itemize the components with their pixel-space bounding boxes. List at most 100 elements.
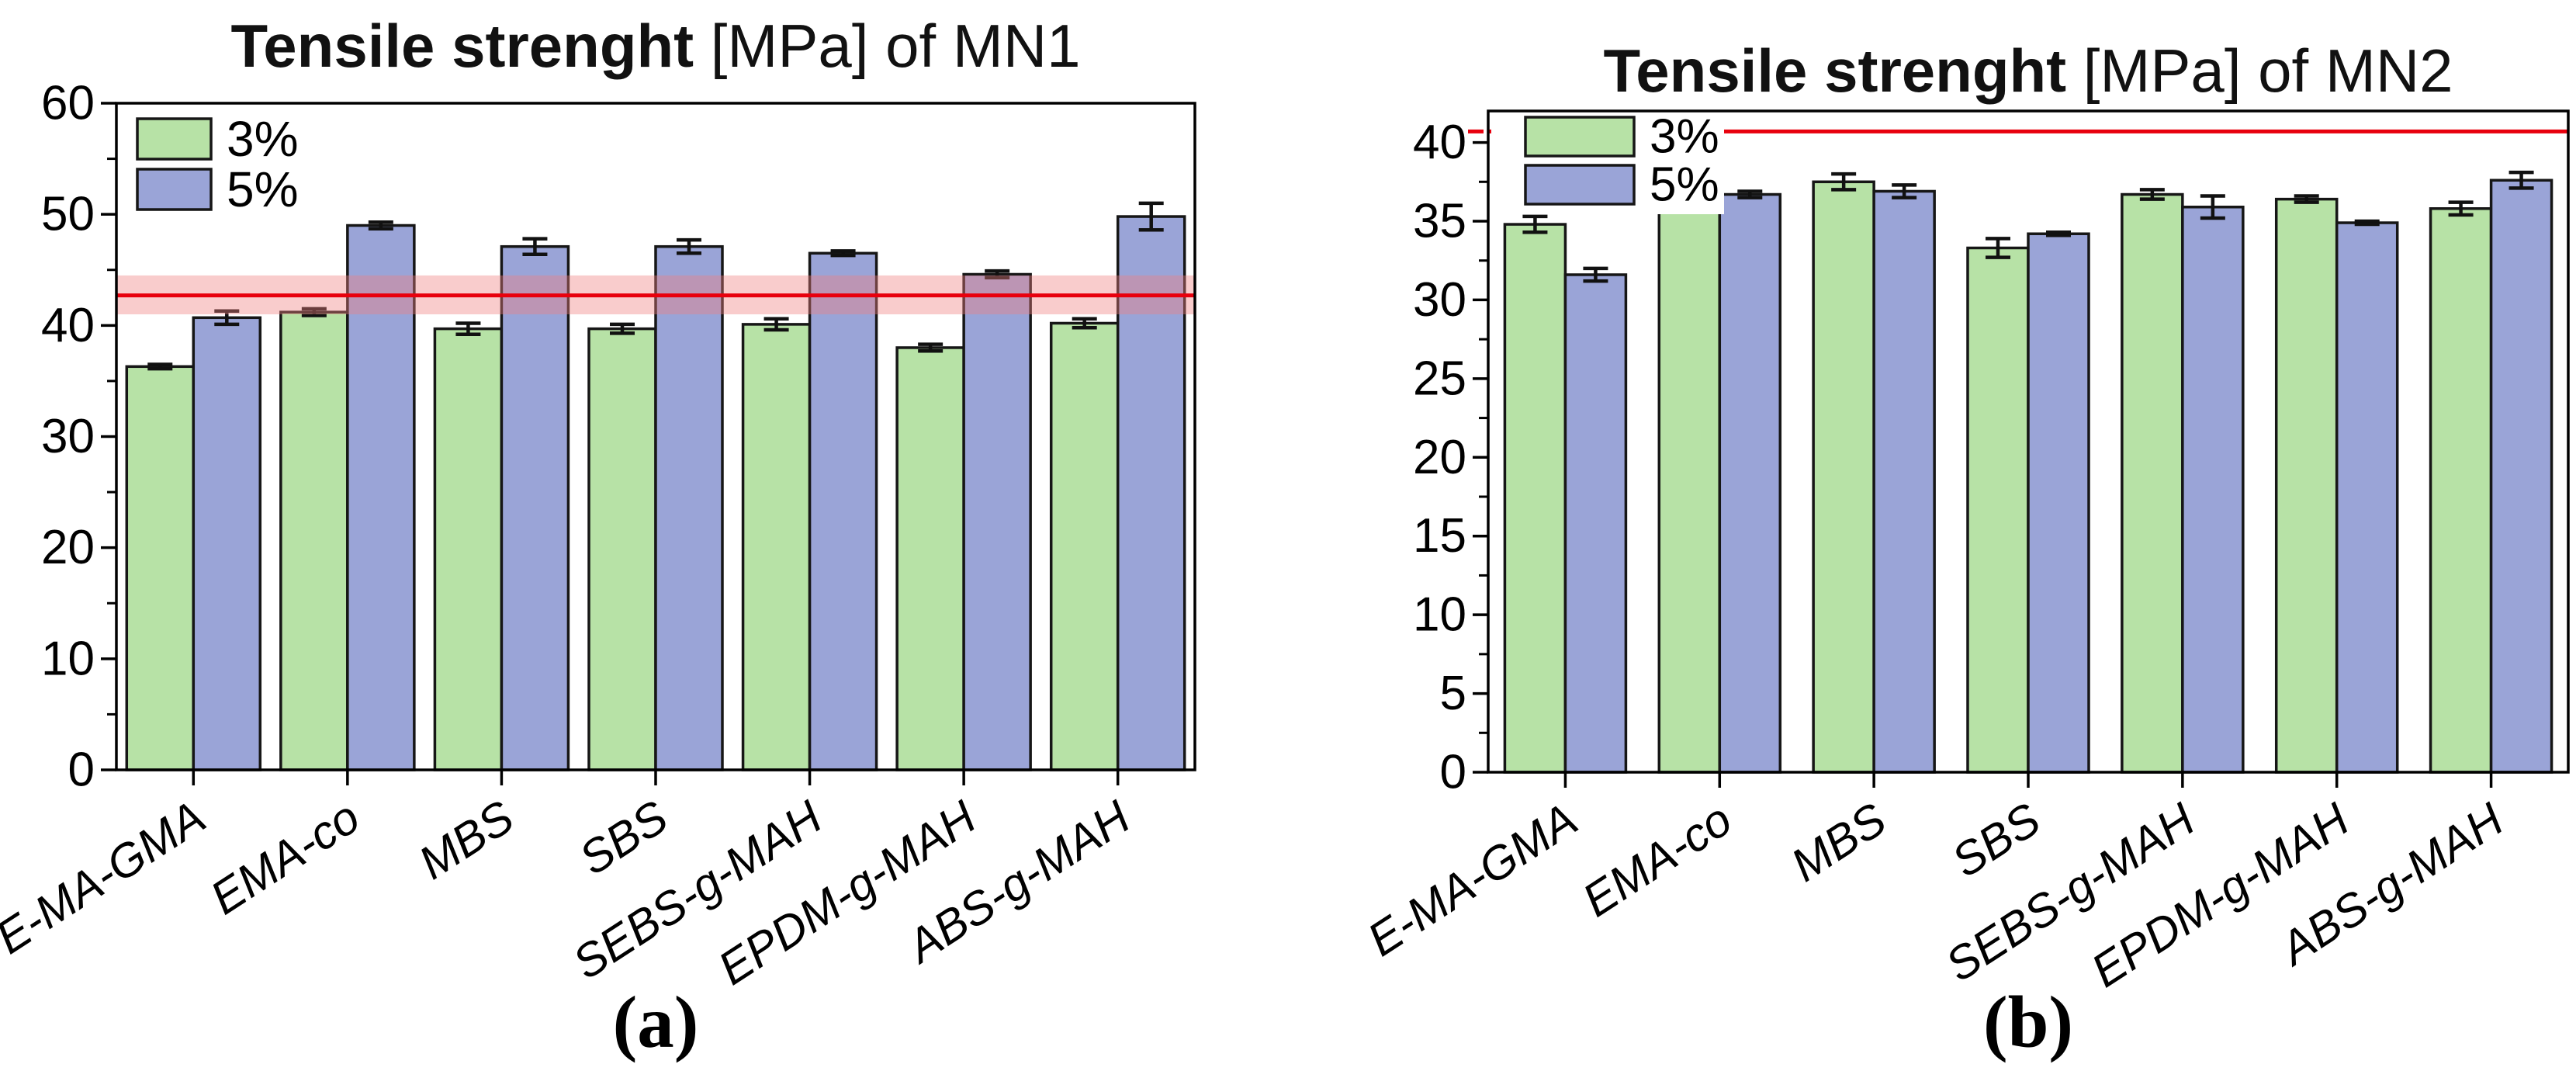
error-bar xyxy=(147,362,173,371)
panel-a: Tensile strenght [MPa] of MN1 0 10 20 30 40 5… xyxy=(0,11,1196,1063)
y-tick-label: 40 xyxy=(1413,116,1466,169)
y-tick-label: 50 xyxy=(41,188,95,241)
bar-b-MBS-3% xyxy=(1812,180,1875,774)
bar-a-SEBS-g-MAH-5% xyxy=(808,251,878,771)
error-bar xyxy=(455,321,481,337)
y-tick-label: 0 xyxy=(1440,746,1466,799)
bar-b-EPDM-g-MAH-3% xyxy=(2274,197,2339,774)
error-bar xyxy=(522,237,548,256)
legend-label-3%: 3% xyxy=(1650,110,1719,164)
bar-a-SBS-3% xyxy=(587,327,657,771)
error-bar xyxy=(1522,214,1548,234)
error-bar xyxy=(830,249,856,258)
error-bar xyxy=(1138,201,1164,232)
bar-b-EMA-co-5% xyxy=(1718,192,1782,774)
x-category-label: E-MA-GMA xyxy=(1359,793,1587,966)
bar-a-E-MA-GMA-3% xyxy=(125,365,196,771)
error-bar xyxy=(2448,200,2474,217)
y-tick-label: 35 xyxy=(1413,195,1466,248)
bar-a-ABS-g-MAH-5% xyxy=(1116,215,1186,771)
error-bar xyxy=(1583,266,1608,283)
chart-a-title: Tensile strenght [MPa] of MN1 xyxy=(116,11,1195,81)
error-bar xyxy=(1831,172,1857,192)
bar-b-EPDM-g-MAH-5% xyxy=(2335,221,2399,774)
x-category-label: MBS xyxy=(1782,793,1896,892)
y-tick-label: 20 xyxy=(1413,431,1466,484)
panel-b-caption: (b) xyxy=(1982,981,2074,1063)
y-tick-label: 30 xyxy=(1413,273,1466,327)
x-category-label: MBS xyxy=(410,791,523,889)
error-bar xyxy=(2046,230,2071,237)
error-bar xyxy=(214,309,240,327)
bar-a-EPDM-g-MAH-3% xyxy=(895,346,965,771)
y-tick-label: 60 xyxy=(41,77,95,130)
x-category-label: EPDM-g-MAH xyxy=(2083,792,2359,997)
error-bar xyxy=(1892,183,1917,199)
x-category-label: E-MA-GMA xyxy=(0,791,214,964)
y-tick-label: 0 xyxy=(68,743,95,797)
error-bar xyxy=(2139,188,2165,201)
y-tick-label: 5 xyxy=(1440,667,1466,720)
x-category-label: SBS xyxy=(1943,793,2049,888)
bar-b-ABS-g-MAH-3% xyxy=(2429,207,2493,774)
bar-b-E-MA-GMA-3% xyxy=(1503,223,1567,774)
legend-swatch-5% xyxy=(136,168,213,211)
error-bar xyxy=(610,322,635,335)
error-bar xyxy=(1072,317,1097,330)
bar-b-MBS-5% xyxy=(1872,189,1936,774)
y-tick-label: 30 xyxy=(41,410,95,463)
bar-a-E-MA-GMA-5% xyxy=(192,316,262,771)
error-bar xyxy=(2200,194,2225,220)
chart-b-title-bold: Tensile strenght xyxy=(1603,36,2067,105)
legend-label-3%: 3% xyxy=(227,111,299,167)
chart-a-title-rest: [MPa] of MN1 xyxy=(694,12,1081,80)
bar-b-EMA-co-3% xyxy=(1657,186,1722,774)
error-bar xyxy=(301,307,327,317)
chart-b-title-rest: [MPa] of MN2 xyxy=(2066,36,2453,105)
bar-a-ABS-g-MAH-3% xyxy=(1049,321,1120,771)
error-bar xyxy=(2354,219,2380,227)
error-bar xyxy=(2508,170,2534,190)
bar-b-ABS-g-MAH-5% xyxy=(2489,178,2553,774)
error-bar xyxy=(1986,237,2010,259)
y-tick-label: 15 xyxy=(1413,509,1466,563)
y-tick-label: 10 xyxy=(1413,588,1466,642)
bar-a-EMA-co-3% xyxy=(279,310,349,771)
legend-swatch-3% xyxy=(1524,116,1636,158)
bar-a-EPDM-g-MAH-5% xyxy=(962,272,1032,771)
bar-a-MBS-5% xyxy=(500,244,570,771)
legend-label-5%: 5% xyxy=(1650,158,1719,212)
chart-a-title-bold: Tensile strenght xyxy=(230,12,694,80)
bar-a-EMA-co-5% xyxy=(346,224,416,771)
bar-b-E-MA-GMA-5% xyxy=(1563,273,1628,774)
legend-label-5%: 5% xyxy=(227,161,299,217)
bar-a-SBS-5% xyxy=(654,244,724,771)
y-tick-label: 40 xyxy=(41,299,95,352)
legend-swatch-3% xyxy=(136,117,213,161)
x-category-label: SBS xyxy=(570,791,677,886)
y-tick-label: 20 xyxy=(41,521,95,574)
legend-swatch-5% xyxy=(1524,164,1636,206)
error-bar xyxy=(368,220,393,231)
x-category-label: EMA-co xyxy=(1574,793,1740,927)
error-bar xyxy=(918,342,943,353)
bar-b-SBS-3% xyxy=(1966,246,2030,774)
error-bar xyxy=(2294,194,2319,204)
panel-b: Tensile strenght [MPa] of MN2 0 5 10 15 20 25… xyxy=(1288,0,2576,1071)
chart-b-title: Tensile strenght [MPa] of MN2 xyxy=(1488,36,2568,106)
error-bar xyxy=(677,237,701,255)
y-tick-label: 10 xyxy=(41,632,95,685)
error-bar xyxy=(763,317,789,332)
bar-b-SBS-5% xyxy=(2027,232,2090,774)
x-category-label: EMA-co xyxy=(201,791,368,924)
x-category-label: EPDM-g-MAH xyxy=(709,790,985,995)
bar-b-SEBS-g-MAH-5% xyxy=(2181,205,2245,774)
bar-a-SEBS-g-MAH-3% xyxy=(741,323,812,771)
bar-a-MBS-3% xyxy=(433,327,504,771)
error-bar xyxy=(1737,189,1763,199)
panel-a-caption: (a) xyxy=(612,981,699,1063)
bar-b-SEBS-g-MAH-3% xyxy=(2121,192,2184,774)
